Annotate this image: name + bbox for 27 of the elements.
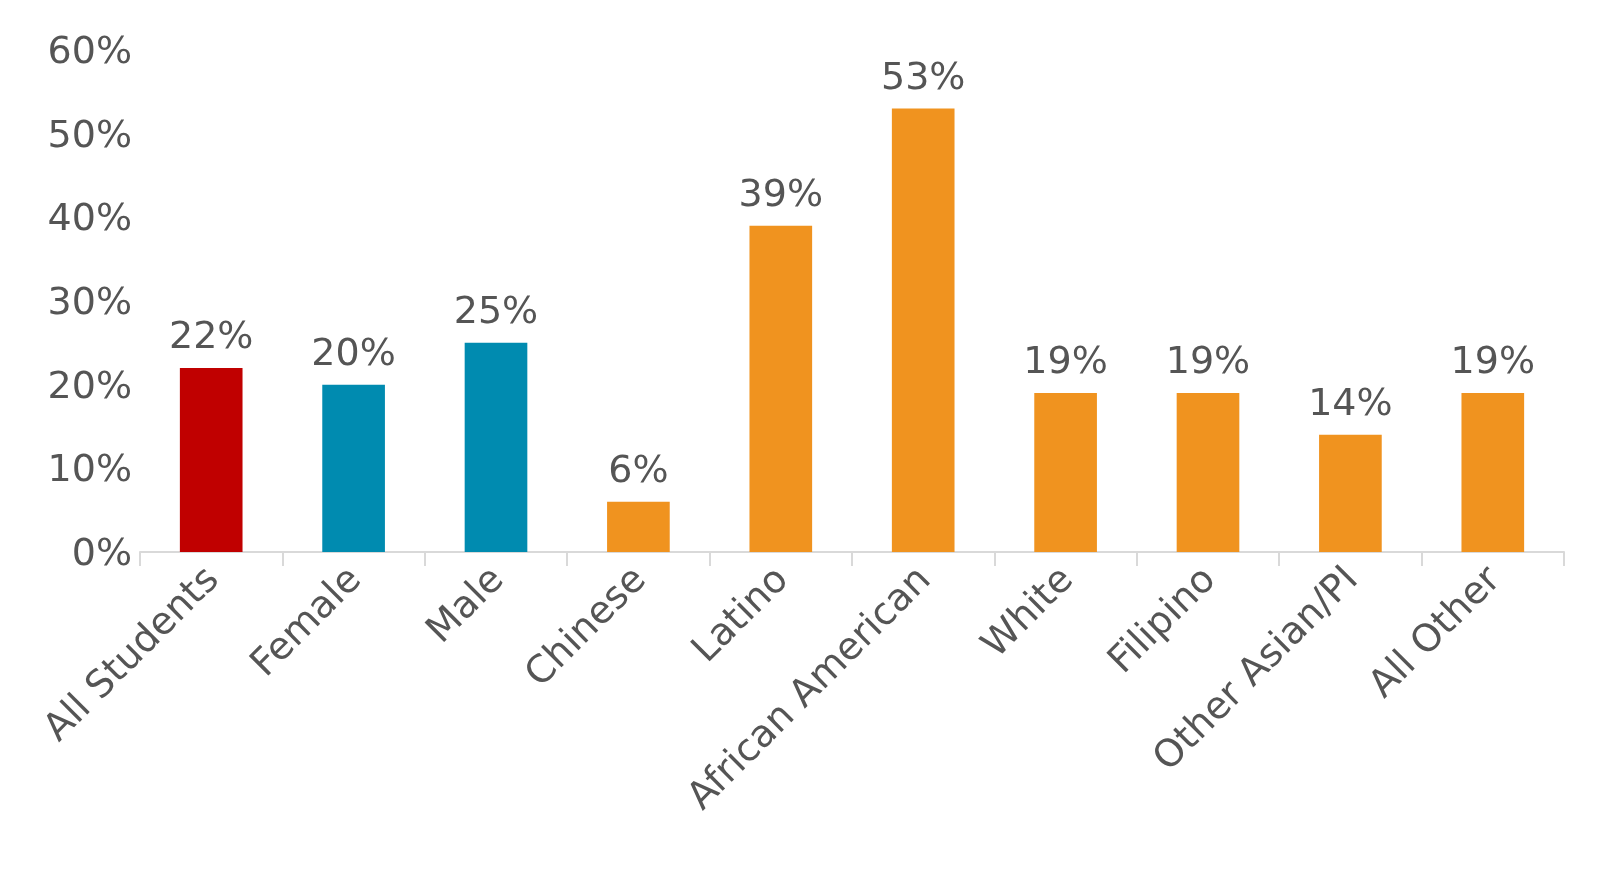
y-tick-label: 40% xyxy=(47,195,132,240)
data-label: 20% xyxy=(311,329,396,374)
bar xyxy=(464,342,528,552)
data-label: 22% xyxy=(168,312,254,357)
data-label: 19% xyxy=(1023,338,1108,383)
bar xyxy=(1461,393,1525,552)
y-tick-label: 10% xyxy=(47,446,132,491)
bar xyxy=(322,384,385,552)
data-label: 39% xyxy=(738,170,824,215)
data-label: 25% xyxy=(453,287,539,332)
data-label: 14% xyxy=(1308,379,1393,424)
bar xyxy=(749,225,813,552)
data-label: 53% xyxy=(880,53,966,98)
bar xyxy=(607,501,670,552)
data-label: 6% xyxy=(608,446,669,491)
data-label: 19% xyxy=(1165,338,1251,383)
data-label: 19% xyxy=(1450,338,1536,383)
bar xyxy=(179,367,243,552)
bar xyxy=(891,108,955,552)
y-tick-label: 20% xyxy=(47,362,132,407)
bar xyxy=(1176,393,1240,552)
bar xyxy=(1034,393,1097,552)
y-tick-label: 50% xyxy=(47,111,132,156)
y-tick-label: 30% xyxy=(47,279,132,323)
y-tick-label: 60% xyxy=(47,28,132,72)
bar xyxy=(1319,434,1382,552)
y-tick-label: 0% xyxy=(71,530,132,574)
